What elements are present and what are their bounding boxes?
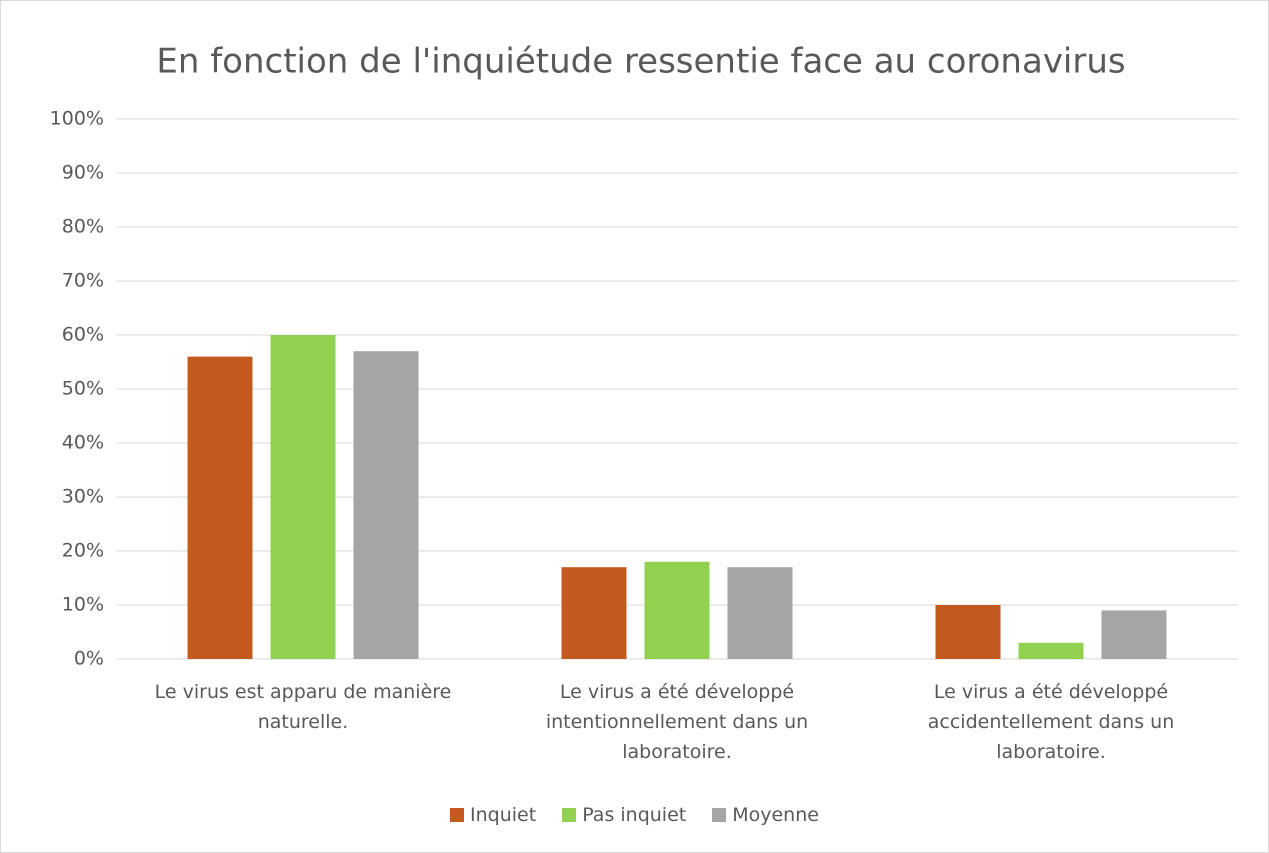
bar (1018, 642, 1084, 659)
legend-item: Inquiet (450, 804, 536, 826)
legend-swatch (450, 808, 465, 822)
x-tick-label: Le virus a été développé accidentellemen… (927, 681, 1175, 763)
legend-label: Inquiet (470, 804, 537, 826)
bar (353, 351, 419, 659)
y-tick-label: 80% (62, 216, 104, 238)
legend-item: Moyenne (712, 804, 819, 826)
legend-item: Pas inquiet (562, 804, 686, 826)
legend-label: Pas inquiet (582, 804, 687, 826)
y-tick-label: 60% (62, 324, 104, 346)
bar (644, 561, 710, 659)
y-tick-label: 30% (62, 486, 104, 508)
y-tick-label: 100% (50, 108, 104, 130)
legend-label: Moyenne (732, 804, 819, 826)
legend-swatch (562, 808, 577, 822)
chart-title: En fonction de l'inquiétude ressentie fa… (156, 42, 1125, 82)
bar (727, 567, 793, 659)
y-tick-label: 40% (62, 432, 104, 454)
y-tick-label: 10% (62, 594, 104, 616)
bar (1101, 610, 1167, 659)
y-tick-label: 70% (62, 270, 104, 292)
y-tick-label: 0% (74, 648, 104, 670)
bar (187, 356, 253, 659)
bar (935, 605, 1001, 659)
legend-swatch (712, 808, 727, 822)
bar (270, 335, 336, 659)
x-tick-label: Le virus est apparu de manière naturelle… (154, 681, 452, 733)
y-tick-label: 50% (62, 378, 104, 400)
y-tick-label: 20% (62, 540, 104, 562)
x-tick-label: Le virus a été développé intentionnellem… (545, 681, 809, 763)
y-tick-label: 90% (62, 162, 104, 184)
legend: Inquiet Pas inquiet Moyenne (1, 804, 1268, 826)
bar (561, 567, 627, 659)
